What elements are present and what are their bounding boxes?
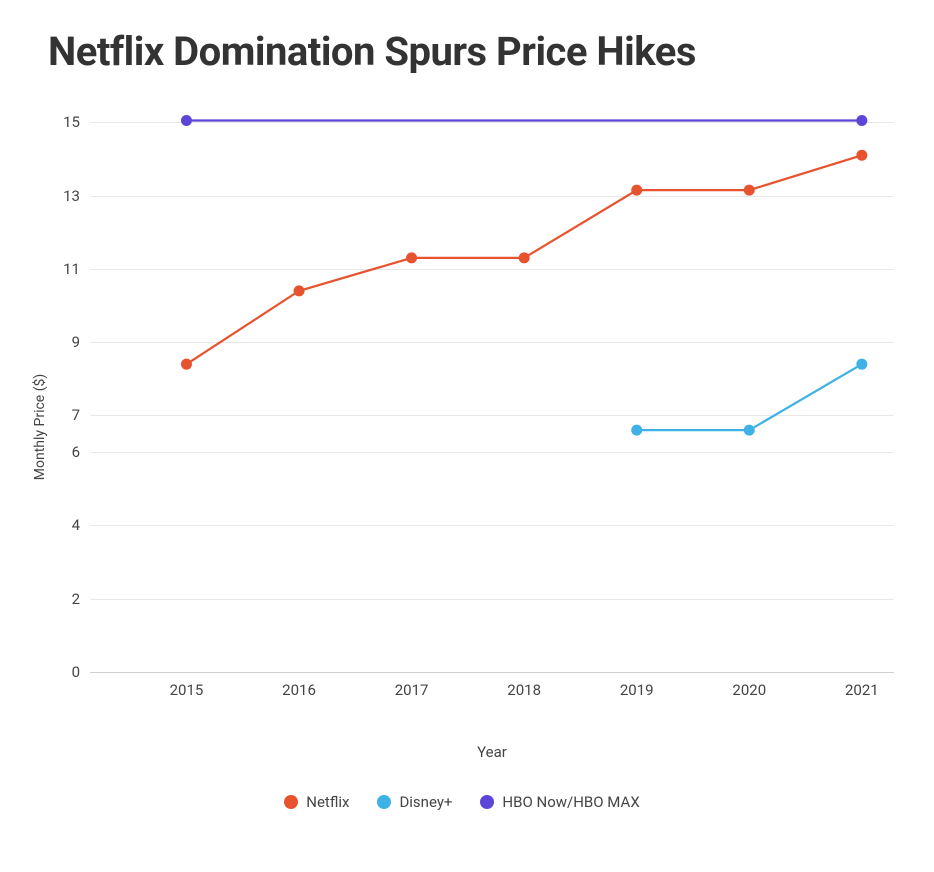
legend-dot-icon — [377, 795, 391, 809]
chart-svg — [90, 93, 894, 672]
y-tick-label: 9 — [30, 333, 80, 351]
x-tick-label: 2019 — [620, 681, 654, 699]
y-tick-label: 2 — [30, 590, 80, 608]
legend-item: HBO Now/HBO MAX — [480, 793, 639, 811]
legend-label: HBO Now/HBO MAX — [502, 793, 639, 811]
x-tick-label: 2020 — [732, 681, 766, 699]
legend: Netflix Disney+ HBO Now/HBO MAX — [20, 793, 904, 811]
x-tick-label: 2021 — [845, 681, 879, 699]
y-tick-column: 0 2 4 6 7 9 11 13 15 — [30, 93, 90, 761]
data-point-marker — [856, 115, 867, 126]
data-point-marker — [406, 252, 417, 263]
data-point-marker — [631, 185, 642, 196]
y-tick-label: 11 — [30, 260, 80, 278]
legend-dot-icon — [480, 795, 494, 809]
y-tick-label: 0 — [30, 663, 80, 681]
data-point-marker — [519, 252, 530, 263]
plot-wrap: Monthly Price ($) 024679111315 201520162… — [90, 93, 894, 761]
data-point-marker — [181, 115, 192, 126]
legend-label: Disney+ — [399, 793, 452, 811]
y-tick-label: 7 — [30, 406, 80, 424]
chart-container: Netflix Domination Spurs Price Hikes Mon… — [0, 0, 934, 831]
y-tick-label: 15 — [30, 113, 80, 131]
y-tick-label: 13 — [30, 187, 80, 205]
data-point-marker — [856, 150, 867, 161]
plot-area — [90, 93, 894, 673]
data-point-marker — [744, 425, 755, 436]
x-tick-label: 2015 — [170, 681, 204, 699]
data-point-marker — [856, 359, 867, 370]
series-line — [637, 364, 862, 430]
x-tick-label: 2016 — [282, 681, 316, 699]
legend-item: Disney+ — [377, 793, 452, 811]
data-point-marker — [631, 425, 642, 436]
data-point-marker — [294, 285, 305, 296]
x-tick-label: 2018 — [507, 681, 541, 699]
y-tick-label: 4 — [30, 516, 80, 534]
legend-dot-icon — [284, 795, 298, 809]
legend-item: Netflix — [284, 793, 349, 811]
legend-label: Netflix — [306, 793, 349, 811]
data-point-marker — [181, 359, 192, 370]
x-tick-row: 2015 2016 2017 2018 2019 2020 2021 — [90, 673, 894, 703]
data-point-marker — [744, 185, 755, 196]
y-tick-label: 6 — [30, 443, 80, 461]
x-tick-label: 2017 — [395, 681, 429, 699]
x-axis-label: Year — [90, 743, 894, 761]
chart-title: Netflix Domination Spurs Price Hikes — [48, 28, 904, 75]
